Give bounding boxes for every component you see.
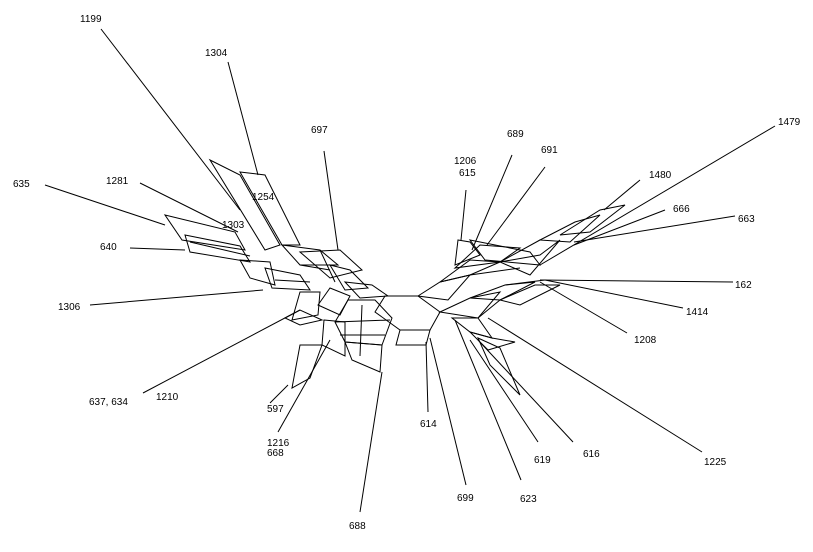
- label-1304: 1304: [205, 48, 228, 59]
- label-640: 640: [100, 242, 117, 253]
- label-637-634: 637, 634: [89, 397, 128, 408]
- label-1303: 1303: [222, 220, 245, 231]
- network-core: [163, 158, 626, 396]
- label-1281: 1281: [106, 176, 129, 187]
- edge-640: [129, 247, 186, 251]
- label-1479: 1479: [778, 117, 801, 128]
- label-1216: 1216: [267, 438, 290, 449]
- label-1208: 1208: [634, 335, 657, 346]
- edge-689: [471, 154, 513, 251]
- label-162: 162: [735, 280, 752, 291]
- pendant-edges: [44, 28, 776, 513]
- label-616: 616: [583, 449, 600, 460]
- edge-619: [469, 339, 539, 443]
- label-691: 691: [541, 145, 558, 156]
- edge-1414: [544, 279, 684, 309]
- label-697: 697: [311, 125, 328, 136]
- edge-691: [486, 166, 546, 246]
- edge-663: [573, 215, 736, 243]
- label-689: 689: [507, 129, 524, 140]
- edge-1216: [277, 339, 331, 433]
- edge-162: [539, 279, 734, 283]
- edge-666: [573, 209, 666, 246]
- label-1254: 1254: [252, 192, 275, 203]
- taxon-labels: 1199 1304 697 635 1281 1254 1303 640 130…: [13, 14, 801, 532]
- label-619: 619: [534, 455, 551, 466]
- label-688: 688: [349, 521, 366, 532]
- label-1210: 1210: [156, 392, 179, 403]
- edge-616: [477, 339, 574, 443]
- label-1199: 1199: [80, 14, 102, 25]
- edge-597: [269, 384, 289, 404]
- label-666: 666: [673, 204, 690, 215]
- edge-688: [359, 371, 383, 513]
- edge-1199: [100, 28, 241, 211]
- label-635: 635: [13, 179, 30, 190]
- edge-637: [142, 309, 301, 394]
- label-699: 699: [457, 493, 474, 504]
- edge-1206: [460, 189, 467, 241]
- edge-697: [323, 150, 339, 251]
- edge-1208: [539, 281, 628, 334]
- edge-1306: [89, 289, 264, 306]
- label-614: 614: [420, 419, 437, 430]
- label-668: 668: [267, 448, 284, 459]
- label-615: 615: [459, 168, 476, 179]
- edge-1281: [139, 182, 239, 233]
- edge-699: [429, 337, 467, 486]
- edge-635: [44, 184, 166, 226]
- edge-1479: [539, 125, 776, 266]
- edge-1304: [227, 61, 259, 176]
- label-623: 623: [520, 494, 537, 505]
- edge-1225: [487, 317, 703, 453]
- label-663: 663: [738, 214, 755, 225]
- label-1306: 1306: [58, 302, 81, 313]
- edge-1480: [603, 179, 641, 211]
- edge-614: [425, 341, 429, 413]
- label-597: 597: [267, 404, 284, 415]
- edge-623: [454, 319, 522, 481]
- label-1225: 1225: [704, 457, 727, 468]
- label-1414: 1414: [686, 307, 709, 318]
- label-1206: 1206: [454, 156, 477, 167]
- label-1480: 1480: [649, 170, 672, 181]
